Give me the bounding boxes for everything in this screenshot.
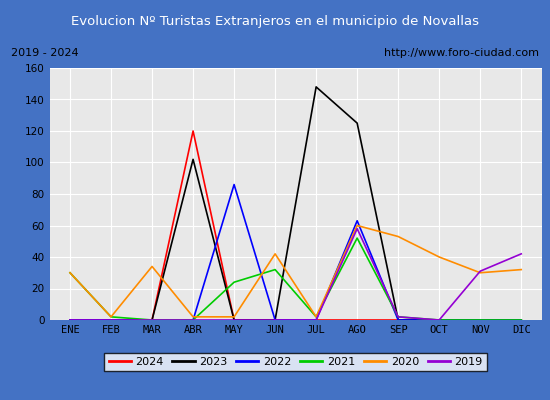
Text: Evolucion Nº Turistas Extranjeros en el municipio de Novallas: Evolucion Nº Turistas Extranjeros en el … — [71, 14, 479, 28]
Legend: 2024, 2023, 2022, 2021, 2020, 2019: 2024, 2023, 2022, 2021, 2020, 2019 — [104, 352, 487, 372]
Text: http://www.foro-ciudad.com: http://www.foro-ciudad.com — [384, 48, 539, 58]
Text: 2019 - 2024: 2019 - 2024 — [11, 48, 79, 58]
